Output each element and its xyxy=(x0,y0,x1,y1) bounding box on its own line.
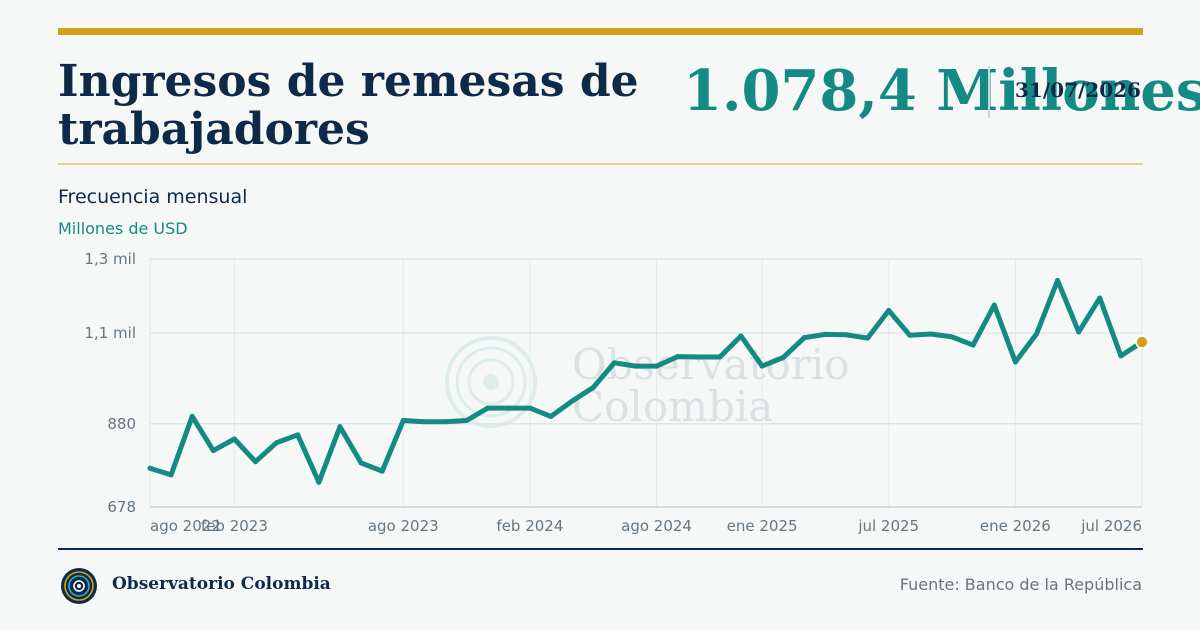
data-point xyxy=(654,363,660,369)
data-point xyxy=(358,460,364,466)
chart-title: Ingresos de remesas de trabajadores xyxy=(58,56,639,155)
data-point xyxy=(548,413,554,419)
data-point xyxy=(865,335,871,341)
data-point xyxy=(675,354,681,360)
y-tick-label: 1,3 mil xyxy=(84,250,136,268)
footer-divider xyxy=(58,548,1143,550)
watermark-line-2: Colombia xyxy=(572,382,774,431)
data-point xyxy=(1012,359,1018,365)
data-point xyxy=(316,479,322,485)
x-tick-label: ago 2024 xyxy=(621,517,692,535)
data-point xyxy=(337,424,343,430)
data-point xyxy=(485,405,491,411)
data-point xyxy=(506,405,512,411)
data-point xyxy=(168,472,174,478)
data-point xyxy=(1097,295,1103,301)
data-point xyxy=(1055,277,1061,283)
y-tick-label: 1,1 mil xyxy=(84,324,136,342)
data-point xyxy=(1033,331,1039,337)
y-tick-label: 678 xyxy=(107,498,136,516)
x-tick-label: ene 2025 xyxy=(727,517,798,535)
data-point xyxy=(189,413,195,419)
latest-date: 31/07/2026 xyxy=(1015,78,1141,102)
data-point xyxy=(295,432,301,438)
x-tick-label: jul 2025 xyxy=(857,517,919,535)
data-point xyxy=(231,436,237,442)
data-point xyxy=(379,468,385,474)
data-point xyxy=(590,385,596,391)
data-point xyxy=(442,419,448,425)
data-point xyxy=(886,307,892,313)
grid-lines xyxy=(149,258,1143,508)
observatorio-logo-icon xyxy=(61,568,97,604)
source-note: Fuente: Banco de la República xyxy=(899,575,1142,594)
data-point xyxy=(759,363,765,369)
data-point xyxy=(611,360,617,366)
value-divider xyxy=(988,66,990,118)
data-point xyxy=(274,440,280,446)
x-tick-label: jul 2026 xyxy=(1080,517,1142,535)
data-point xyxy=(801,335,807,341)
watermark-text: Observatorio Colombia xyxy=(572,344,850,428)
data-point xyxy=(844,332,850,338)
data-point xyxy=(738,333,744,339)
latest-value: 1.078,4 Millones xyxy=(683,58,1200,124)
data-point xyxy=(421,419,427,425)
data-point xyxy=(696,354,702,360)
x-tick-label: feb 2023 xyxy=(201,517,268,535)
frequency-label: Frecuencia mensual xyxy=(58,186,248,208)
data-point xyxy=(400,417,406,423)
y-tick-label: 880 xyxy=(107,415,136,433)
data-point xyxy=(949,334,955,340)
data-point xyxy=(780,354,786,360)
data-point xyxy=(464,417,470,423)
data-point xyxy=(210,448,216,454)
data-point xyxy=(632,363,638,369)
brand-name: Observatorio Colombia xyxy=(112,574,331,594)
data-point xyxy=(928,331,934,337)
top-accent-bar xyxy=(58,28,1143,35)
series-group xyxy=(147,277,1149,485)
latest-point-marker xyxy=(1135,335,1149,349)
x-tick-label: ago 2022 xyxy=(150,517,221,535)
data-point xyxy=(991,302,997,308)
data-point xyxy=(970,342,976,348)
x-tick-label: feb 2024 xyxy=(496,517,563,535)
data-point xyxy=(822,331,828,337)
title-divider xyxy=(58,163,1143,165)
data-point xyxy=(717,354,723,360)
data-point xyxy=(147,465,153,471)
x-tick-label: ago 2023 xyxy=(368,517,439,535)
data-point xyxy=(253,459,259,465)
data-point xyxy=(527,405,533,411)
series-line xyxy=(147,277,1145,485)
y-axis: 678 880 1,1 mil 1,3 mil xyxy=(84,250,136,516)
data-point xyxy=(1118,353,1124,359)
data-point xyxy=(569,398,575,404)
units-label: Millones de USD xyxy=(58,219,188,238)
data-point xyxy=(907,332,913,338)
data-point xyxy=(1076,329,1082,335)
x-tick-label: ene 2026 xyxy=(980,517,1051,535)
